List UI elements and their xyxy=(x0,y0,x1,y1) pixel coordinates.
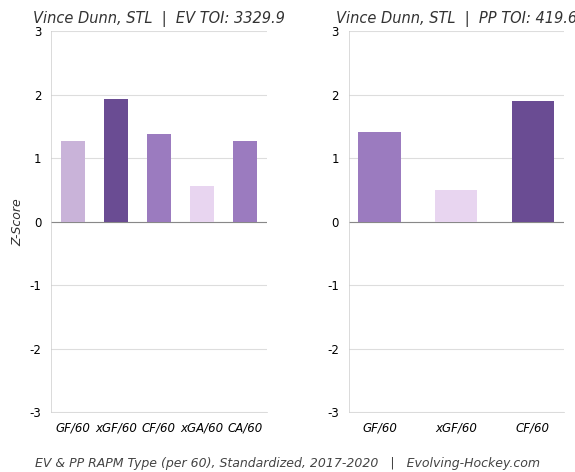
Text: EV & PP RAPM Type (per 60), Standardized, 2017-2020   |   Evolving-Hockey.com: EV & PP RAPM Type (per 60), Standardized… xyxy=(35,456,540,470)
Title: Vince Dunn, STL  |  EV TOI: 3329.9: Vince Dunn, STL | EV TOI: 3329.9 xyxy=(33,11,285,27)
Bar xyxy=(358,132,401,222)
Bar xyxy=(104,99,128,222)
Bar xyxy=(233,141,257,222)
Bar xyxy=(435,190,477,222)
Bar xyxy=(61,141,85,222)
Y-axis label: Z-Score: Z-Score xyxy=(11,198,24,246)
Bar xyxy=(190,185,214,222)
Title: Vince Dunn, STL  |  PP TOI: 419.6: Vince Dunn, STL | PP TOI: 419.6 xyxy=(336,11,575,27)
Bar xyxy=(147,134,171,222)
Bar xyxy=(512,101,554,222)
